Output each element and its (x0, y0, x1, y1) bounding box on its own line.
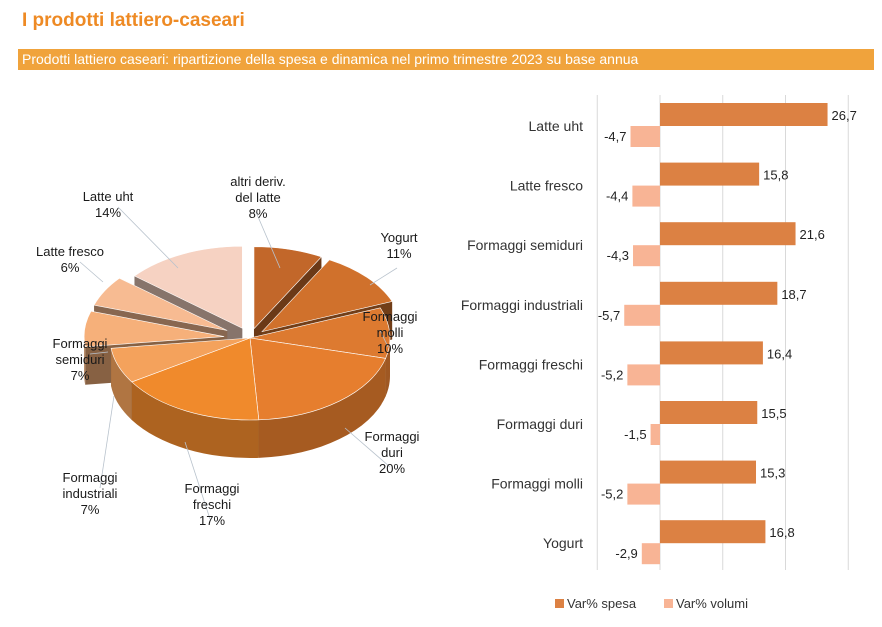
pie-side-formaggi-semiduri-0 (84, 336, 86, 385)
banner-text: Prodotti lattiero caseari: ripartizione … (22, 51, 639, 67)
pie-slice-latte-uht (133, 245, 243, 329)
bar-marks: 26,7 -4,7 Latte uht 15,8 -4,4 Latte fresco 21,… (461, 103, 857, 565)
pie-labels: altri deriv. del latte 8% Yogurt 11% Formaggi… (36, 174, 420, 528)
pie-tops (83, 245, 393, 421)
pie-side-formaggi-duri-0 (258, 358, 386, 458)
pie-slice-yogurt (261, 259, 393, 333)
pie-leader-formaggi-duri (344, 427, 391, 468)
pie-leader-formaggi-industriali (99, 395, 115, 489)
bar-spesa-formaggi-freschi (660, 341, 763, 365)
bar-volumi-formaggi-freschi (627, 364, 660, 386)
label-volumi-latte-fresco: -4,4 (606, 189, 628, 204)
category-label-formaggi-duri: Formaggi duri (497, 416, 583, 432)
bar-volumi-formaggi-molli (627, 483, 660, 505)
bar-spesa-yogurt (660, 520, 766, 544)
label-volumi-formaggi-industriali: -5,7 (598, 308, 620, 323)
pie-side-formaggi-industriali-0 (111, 348, 132, 420)
label-spesa-formaggi-semiduri: 21,6 (800, 227, 825, 242)
category-label-formaggi-industriali: Formaggi industriali (461, 297, 583, 313)
pie-slice-formaggi-molli (249, 307, 391, 359)
pie-leader-yogurt (369, 267, 398, 286)
category-label-formaggi-semiduri: Formaggi semiduri (467, 237, 583, 253)
pie-leader-formaggi-freschi (184, 441, 211, 520)
label-volumi-formaggi-duri: -1,5 (624, 427, 646, 442)
legend-label-volumi: Var% volumi (676, 596, 748, 611)
pie-leader-latte-fresco (79, 261, 104, 283)
bar-volumi-latte-uht (630, 126, 660, 147)
pie-label-yogurt: Yogurt 11% (380, 230, 417, 261)
pie-label-formaggi-freschi: Formaggi freschi 17% (185, 481, 240, 528)
pie-leader-formaggi-molli (379, 329, 389, 348)
bar-volumi-formaggi-industriali (624, 304, 660, 326)
label-volumi-yogurt: -2,9 (615, 546, 637, 561)
pie-label-altri-deriv-del-latte: altri deriv. del latte 8% (230, 174, 285, 221)
bar-spesa-latte-uht (660, 103, 828, 126)
pie-slice-formaggi-industriali (110, 337, 251, 383)
label-volumi-formaggi-semiduri: -4,3 (607, 248, 629, 263)
category-label-latte-fresco: Latte fresco (510, 178, 583, 194)
pie-label-formaggi-duri: Formaggi duri 20% (365, 429, 420, 476)
page-title: I prodotti lattiero-caseari (22, 10, 245, 31)
pie-label-latte-fresco: Latte fresco 6% (36, 244, 104, 275)
bar-volumi-latte-fresco (632, 185, 660, 207)
label-volumi-formaggi-molli: -5,2 (601, 487, 623, 502)
label-spesa-formaggi-freschi: 16,4 (767, 346, 792, 361)
label-volumi-formaggi-freschi: -5,2 (601, 367, 623, 382)
legend-swatch-volumi (664, 599, 673, 608)
bar-spesa-formaggi-molli (660, 460, 757, 484)
pie-slice-formaggi-duri (249, 337, 387, 421)
bar-spesa-latte-fresco (660, 162, 760, 186)
bar-volumi-formaggi-semiduri (633, 245, 660, 267)
chart-banner: Prodotti lattiero caseari: ripartizione … (18, 49, 874, 70)
bar-volumi-yogurt (641, 543, 660, 565)
pie-side-formaggi-freschi-0 (131, 381, 259, 458)
label-spesa-latte-uht: 26,7 (832, 108, 857, 123)
pie-slice-latte-fresco (93, 277, 228, 331)
label-spesa-formaggi-duri: 15,5 (761, 406, 786, 421)
label-spesa-formaggi-industriali: 18,7 (781, 287, 806, 302)
pie-label-formaggi-molli: Formaggi molli 10% (363, 309, 418, 356)
category-label-latte-uht: Latte uht (529, 118, 584, 134)
legend-label-spesa: Var% spesa (567, 596, 637, 611)
label-spesa-yogurt: 16,8 (769, 525, 794, 540)
pie-leader-formaggi-semiduri (89, 351, 109, 355)
bar-legend: Var% spesa Var% volumi (555, 596, 748, 611)
label-volumi-latte-uht: -4,7 (604, 129, 626, 144)
pie-label-formaggi-industriali: Formaggi industriali 7% (63, 470, 118, 517)
legend-swatch-spesa (555, 599, 564, 608)
bar-spesa-formaggi-duri (660, 401, 758, 424)
label-spesa-formaggi-molli: 15,3 (760, 466, 785, 481)
label-spesa-latte-fresco: 15,8 (763, 168, 788, 183)
pie-label-latte-uht: Latte uht 14% (83, 189, 134, 220)
category-label-formaggi-molli: Formaggi molli (491, 476, 583, 492)
pie-leader-latte-uht (117, 206, 179, 269)
bar-spesa-formaggi-industriali (660, 281, 778, 305)
category-label-formaggi-freschi: Formaggi freschi (479, 356, 583, 372)
bar-spesa-formaggi-semiduri (660, 222, 796, 246)
category-label-yogurt: Yogurt (543, 535, 583, 551)
pie-slice-formaggi-freschi (131, 337, 260, 421)
pie-leader-altri-deriv-del-latte (255, 211, 281, 269)
pie-label-formaggi-semiduri: Formaggi semiduri 7% (53, 336, 108, 383)
bar-volumi-formaggi-duri (650, 424, 660, 445)
pie-slice-formaggi-semiduri (83, 310, 225, 348)
pie-slice-altri-deriv-del-latte (253, 246, 322, 330)
pie-side-formaggi-molli-0 (385, 338, 390, 397)
